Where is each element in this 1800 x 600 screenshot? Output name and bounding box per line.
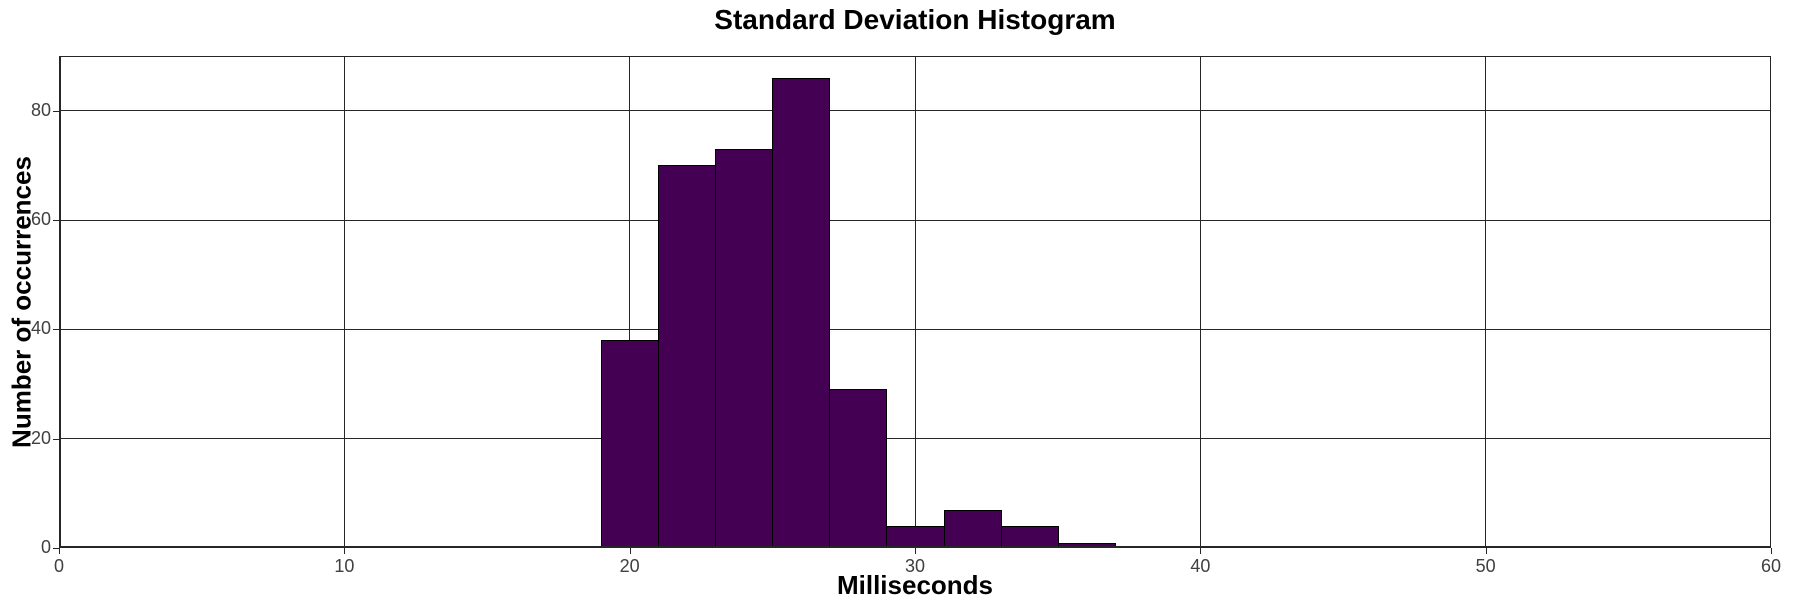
x-tick-mark — [1200, 548, 1202, 554]
histogram-bar — [1057, 543, 1116, 548]
histogram-bar — [601, 340, 660, 548]
histogram-bar — [658, 165, 717, 548]
y-tick-label: 40 — [30, 318, 51, 339]
y-tick-label: 0 — [40, 537, 51, 557]
y-gridline — [59, 328, 1771, 330]
x-tick-label: 50 — [1475, 556, 1496, 576]
x-tick-label: 20 — [619, 556, 640, 576]
y-tick-mark — [53, 220, 59, 221]
x-tick-mark — [1771, 548, 1772, 554]
x-tick-mark — [1485, 548, 1487, 554]
y-tick-mark — [53, 438, 59, 440]
histogram-bar — [715, 149, 774, 548]
y-axis-label: Number of occurrences — [6, 156, 37, 448]
x-tick-mark — [915, 548, 916, 554]
x-gridline — [1485, 56, 1487, 548]
histogram-bar — [943, 510, 1002, 548]
histogram-bar — [1000, 526, 1059, 548]
x-tick-label: 30 — [904, 556, 926, 576]
y-gridline — [59, 219, 1771, 221]
y-tick-label: 60 — [30, 209, 51, 229]
x-tick-label: 10 — [334, 556, 355, 576]
x-tick-mark — [59, 548, 60, 554]
x-gridline — [914, 56, 916, 548]
y-gridline — [59, 438, 1771, 440]
chart-title: Standard Deviation Histogram — [714, 4, 1116, 35]
y-tick-label: 80 — [30, 99, 51, 120]
x-tick-label: 0 — [53, 556, 64, 576]
histogram-bar — [886, 526, 945, 548]
x-gridline — [1199, 56, 1201, 548]
y-gridline — [59, 110, 1771, 112]
x-gridline — [629, 56, 631, 548]
y-tick-mark — [53, 548, 59, 549]
x-tick-mark — [629, 548, 631, 554]
histogram-bar — [772, 78, 831, 548]
x-tick-label: 40 — [1190, 556, 1211, 576]
y-tick-label: 20 — [30, 427, 51, 448]
x-tick-label: 60 — [1760, 556, 1782, 576]
x-gridline — [343, 56, 345, 548]
x-tick-mark — [344, 548, 346, 554]
y-tick-mark — [53, 329, 59, 331]
plot-area — [59, 56, 1771, 548]
x-axis-label: Milliseconds — [836, 570, 994, 600]
histogram-bar — [829, 389, 888, 548]
y-tick-mark — [53, 110, 59, 112]
